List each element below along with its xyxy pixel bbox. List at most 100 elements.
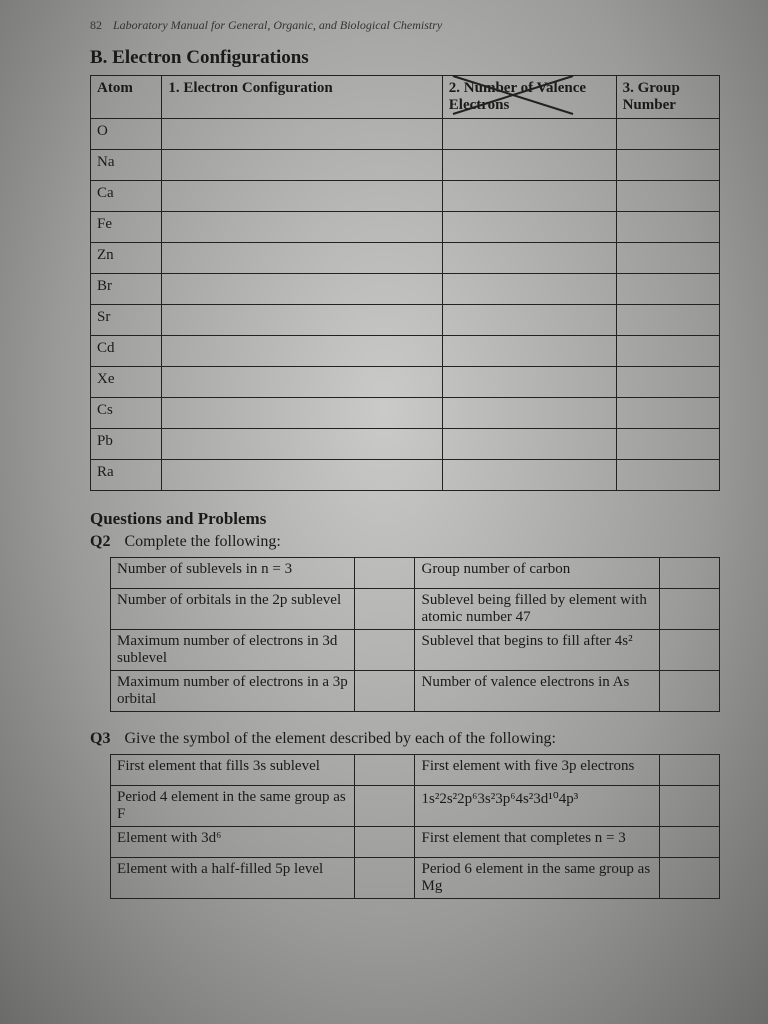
table-header-row: Atom 1. Electron Configuration 2. Number… <box>91 76 720 119</box>
ec-cell[interactable] <box>162 212 442 243</box>
q-label-cell: Period 6 element in the same group as Mg <box>415 858 659 899</box>
ec-cell[interactable] <box>162 367 442 398</box>
q-label-cell: First element with five 3p electrons <box>415 755 659 786</box>
valence-cell[interactable] <box>442 429 616 460</box>
q-answer-cell[interactable] <box>659 589 719 630</box>
group-cell[interactable] <box>616 212 719 243</box>
valence-cell[interactable] <box>442 212 616 243</box>
worksheet-page: 82 Laboratory Manual for General, Organi… <box>0 0 768 929</box>
valence-cell[interactable] <box>442 367 616 398</box>
table-row: Pb <box>91 429 720 460</box>
table-row: Xe <box>91 367 720 398</box>
atom-cell: Na <box>91 150 162 181</box>
col-group-header: 3. Group Number <box>616 76 719 119</box>
ec-cell[interactable] <box>162 119 442 150</box>
atom-cell: Sr <box>91 305 162 336</box>
group-cell[interactable] <box>616 305 719 336</box>
col-ec-header: 1. Electron Configuration <box>162 76 442 119</box>
q-label-cell: Maximum number of electrons in a 3p orbi… <box>111 671 355 712</box>
section-b-title: B. Electron Configurations <box>90 47 720 69</box>
ec-cell[interactable] <box>162 243 442 274</box>
atom-cell: Cs <box>91 398 162 429</box>
q-answer-cell[interactable] <box>355 827 415 858</box>
group-cell[interactable] <box>616 367 719 398</box>
q-label-cell: Element with 3d⁶ <box>111 827 355 858</box>
atom-cell: Cd <box>91 336 162 367</box>
group-cell[interactable] <box>616 274 719 305</box>
valence-cell[interactable] <box>442 398 616 429</box>
q2-prompt: Complete the following: <box>124 533 280 550</box>
q-answer-cell[interactable] <box>659 671 719 712</box>
table-row: Zn <box>91 243 720 274</box>
valence-cell[interactable] <box>442 305 616 336</box>
ec-cell[interactable] <box>162 305 442 336</box>
table-row: Element with a half-filled 5p levelPerio… <box>111 858 720 899</box>
q-answer-cell[interactable] <box>355 630 415 671</box>
questions-heading: Questions and Problems <box>90 509 720 529</box>
group-cell[interactable] <box>616 460 719 491</box>
table-row: Element with 3d⁶First element that compl… <box>111 827 720 858</box>
q-label-cell: Number of orbitals in the 2p sublevel <box>111 589 355 630</box>
valence-cell[interactable] <box>442 274 616 305</box>
ec-cell[interactable] <box>162 429 442 460</box>
group-cell[interactable] <box>616 398 719 429</box>
table-row: Cd <box>91 336 720 367</box>
q3-table: First element that fills 3s sublevel Firs… <box>110 754 720 899</box>
table-row: Maximum number of electrons in a 3p orbi… <box>111 671 720 712</box>
q-answer-cell[interactable] <box>355 755 415 786</box>
atom-cell: Br <box>91 274 162 305</box>
group-cell[interactable] <box>616 150 719 181</box>
q-answer-cell[interactable] <box>659 630 719 671</box>
ec-cell[interactable] <box>162 336 442 367</box>
q-answer-cell[interactable] <box>355 671 415 712</box>
q-answer-cell[interactable] <box>355 858 415 899</box>
q-label-cell: Sublevel that begins to fill after 4s² <box>415 630 659 671</box>
table-row: Number of orbitals in the 2p sublevel Sub… <box>111 589 720 630</box>
electron-config-table: Atom 1. Electron Configuration 2. Number… <box>90 75 720 491</box>
valence-cell[interactable] <box>442 119 616 150</box>
q-label-cell: Group number of carbon <box>415 558 659 589</box>
group-cell[interactable] <box>616 181 719 212</box>
q-answer-cell[interactable] <box>659 858 719 899</box>
q-answer-cell[interactable] <box>659 755 719 786</box>
valence-cell[interactable] <box>442 336 616 367</box>
q-answer-cell[interactable] <box>659 558 719 589</box>
q2-table: Number of sublevels in n = 3Group number… <box>110 557 720 712</box>
q-answer-cell[interactable] <box>659 827 719 858</box>
ec-cell[interactable] <box>162 398 442 429</box>
q-label-cell: Period 4 element in the same group as F <box>111 786 355 827</box>
table-row: Ca <box>91 181 720 212</box>
table-row: Maximum number of electrons in 3d sublev… <box>111 630 720 671</box>
group-cell[interactable] <box>616 119 719 150</box>
q3-line: Q3 Give the symbol of the element descri… <box>90 730 720 748</box>
q-answer-cell[interactable] <box>355 558 415 589</box>
col-atom-header: Atom <box>91 76 162 119</box>
atom-cell: Ca <box>91 181 162 212</box>
q-label-cell: First element that fills 3s sublevel <box>111 755 355 786</box>
q-answer-cell[interactable] <box>355 786 415 827</box>
ec-cell[interactable] <box>162 274 442 305</box>
ec-cell[interactable] <box>162 460 442 491</box>
group-cell[interactable] <box>616 336 719 367</box>
table-row: Cs <box>91 398 720 429</box>
valence-cell[interactable] <box>442 243 616 274</box>
atom-cell: O <box>91 119 162 150</box>
group-cell[interactable] <box>616 429 719 460</box>
ec-cell[interactable] <box>162 181 442 212</box>
valence-cell[interactable] <box>442 150 616 181</box>
atom-cell: Zn <box>91 243 162 274</box>
q-label-cell: Sublevel being filled by element with at… <box>415 589 659 630</box>
page-number: 82 <box>90 18 102 32</box>
book-title: Laboratory Manual for General, Organic, … <box>113 18 442 32</box>
valence-cell[interactable] <box>442 181 616 212</box>
ec-cell[interactable] <box>162 150 442 181</box>
table-row: Br <box>91 274 720 305</box>
table-row: Period 4 element in the same group as F1… <box>111 786 720 827</box>
q-answer-cell[interactable] <box>355 589 415 630</box>
q-answer-cell[interactable] <box>659 786 719 827</box>
group-cell[interactable] <box>616 243 719 274</box>
table-row: Ra <box>91 460 720 491</box>
valence-cell[interactable] <box>442 460 616 491</box>
table-row: Fe <box>91 212 720 243</box>
atom-cell: Xe <box>91 367 162 398</box>
